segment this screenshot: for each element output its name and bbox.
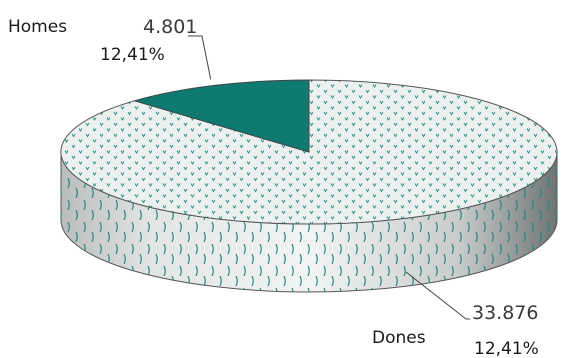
pie-top xyxy=(60,79,558,225)
leader-dones xyxy=(405,271,470,320)
label-homes-pct: 12,41% xyxy=(100,45,165,65)
pie-side-texture xyxy=(61,152,557,292)
label-dones-pct: 12,41% xyxy=(474,339,539,358)
label-homes-value: 4.801 xyxy=(143,16,197,38)
leader-homes xyxy=(188,35,212,80)
slice-homes xyxy=(132,79,310,153)
label-homes-name: Homes xyxy=(8,17,67,37)
label-dones-value: 33.876 xyxy=(472,302,538,324)
label-dones-name: Dones xyxy=(372,328,426,348)
